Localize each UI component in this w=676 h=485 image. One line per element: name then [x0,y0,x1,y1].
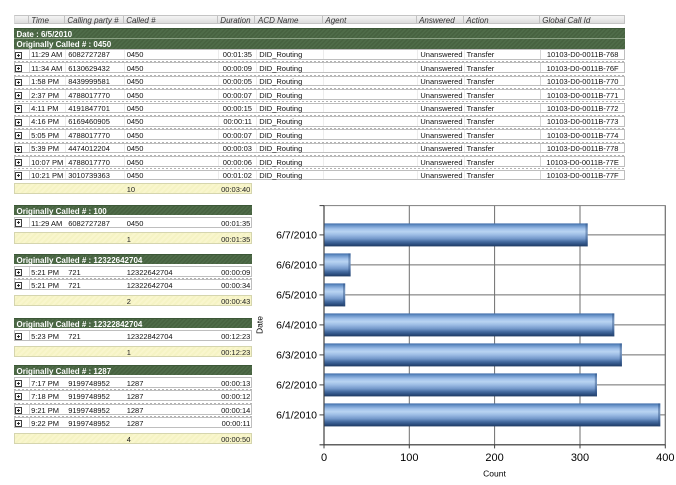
svg-text:100: 100 [400,452,418,464]
svg-text:Date: Date [255,316,265,334]
svg-text:6/7/2010: 6/7/2010 [276,230,317,242]
svg-text:6/2/2010: 6/2/2010 [276,380,317,392]
svg-text:300: 300 [571,452,589,464]
svg-text:0: 0 [321,452,327,464]
svg-text:400: 400 [656,452,674,464]
svg-text:6/1/2010: 6/1/2010 [276,410,317,422]
svg-text:200: 200 [485,452,503,464]
svg-text:Count: Count [483,469,506,479]
svg-text:6/6/2010: 6/6/2010 [276,260,317,272]
svg-text:6/4/2010: 6/4/2010 [276,320,317,332]
svg-text:6/5/2010: 6/5/2010 [276,290,317,302]
svg-text:6/3/2010: 6/3/2010 [276,350,317,362]
